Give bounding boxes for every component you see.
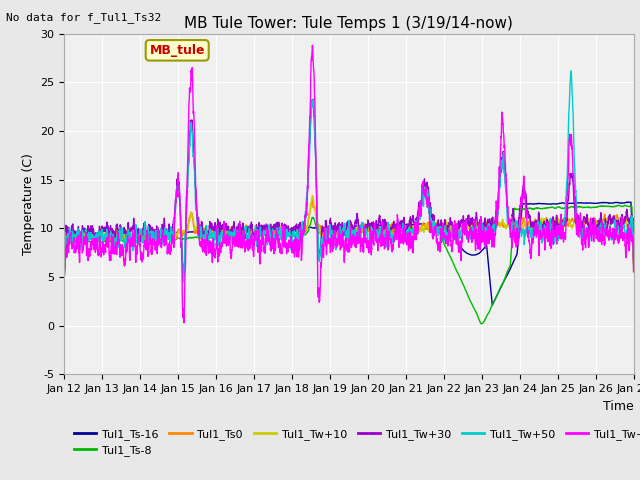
Tul1_Tw+50 — [125, 237, 132, 243]
Tul1_Tw+50 — [557, 220, 565, 226]
Tul1_Ts-8 — [303, 229, 311, 235]
Y-axis label: Temperature (C): Temperature (C) — [22, 153, 35, 255]
Tul1_Ts-8 — [60, 281, 68, 287]
Tul1_Tw+100 — [125, 238, 132, 243]
Line: Tul1_Tw+30: Tul1_Tw+30 — [64, 99, 634, 279]
Tul1_Tw+30 — [60, 275, 68, 281]
Tul1_Tw+50 — [279, 228, 287, 234]
Tul1_Ts0 — [60, 275, 68, 281]
Tul1_Tw+50 — [303, 188, 311, 194]
Line: Tul1_Tw+100: Tul1_Tw+100 — [64, 45, 634, 323]
Title: MB Tule Tower: Tule Temps 1 (3/19/14-now): MB Tule Tower: Tule Temps 1 (3/19/14-now… — [184, 16, 513, 31]
Tul1_Ts-8 — [557, 205, 565, 211]
Tul1_Ts0 — [619, 220, 627, 226]
Tul1_Ts-16 — [159, 230, 166, 236]
Tul1_Ts-8 — [159, 236, 166, 241]
Tul1_Tw+10 — [159, 225, 166, 230]
Tul1_Ts-16 — [625, 199, 632, 205]
Tul1_Tw+100 — [180, 320, 188, 325]
Tul1_Ts-16 — [125, 231, 132, 237]
Tul1_Tw+10 — [125, 228, 132, 234]
Tul1_Tw+100 — [159, 227, 166, 232]
Tul1_Tw+10 — [303, 225, 311, 231]
Tul1_Tw+100 — [308, 42, 316, 48]
Tul1_Ts-8 — [630, 257, 637, 263]
Tul1_Ts-8 — [477, 321, 485, 327]
Tul1_Tw+30 — [279, 226, 287, 231]
Tul1_Tw+30 — [630, 260, 637, 265]
Tul1_Ts-16 — [557, 200, 565, 206]
Tul1_Tw+30 — [619, 219, 627, 225]
Tul1_Tw+30 — [309, 96, 317, 102]
Tul1_Tw+50 — [567, 68, 575, 74]
Tul1_Tw+100 — [557, 231, 565, 237]
Tul1_Tw+50 — [60, 275, 68, 281]
Legend: Tul1_Ts-16, Tul1_Ts-8, Tul1_Ts0, Tul1_Tw+10, Tul1_Tw+30, Tul1_Tw+50, Tul1_Tw+100: Tul1_Ts-16, Tul1_Ts-8, Tul1_Ts0, Tul1_Tw… — [70, 424, 640, 460]
Line: Tul1_Tw+50: Tul1_Tw+50 — [64, 71, 634, 282]
Tul1_Ts-8 — [615, 203, 623, 208]
Tul1_Ts-16 — [630, 257, 637, 263]
Tul1_Tw+10 — [278, 229, 286, 235]
Tul1_Tw+10 — [557, 223, 565, 229]
Tul1_Tw+10 — [630, 262, 637, 268]
Tul1_Tw+10 — [619, 220, 627, 226]
Tul1_Tw+50 — [619, 222, 627, 228]
Tul1_Tw+100 — [619, 236, 627, 242]
Tul1_Tw+100 — [279, 231, 287, 237]
Text: No data for f_Tul1_Ts32: No data for f_Tul1_Ts32 — [6, 12, 162, 23]
Tul1_Tw+30 — [557, 220, 565, 226]
Tul1_Ts0 — [308, 196, 316, 202]
Line: Tul1_Ts-8: Tul1_Ts-8 — [64, 205, 634, 324]
Line: Tul1_Ts-16: Tul1_Ts-16 — [64, 202, 634, 305]
Text: MB_tule: MB_tule — [150, 44, 205, 57]
Tul1_Tw+100 — [303, 196, 311, 202]
Tul1_Tw+100 — [630, 269, 637, 275]
Tul1_Ts-8 — [619, 204, 627, 209]
Tul1_Tw+50 — [159, 228, 166, 234]
Tul1_Tw+50 — [180, 279, 188, 285]
Tul1_Ts-16 — [303, 225, 311, 230]
Tul1_Ts0 — [125, 230, 132, 236]
Tul1_Ts0 — [159, 231, 166, 237]
Tul1_Ts-8 — [278, 233, 286, 239]
Tul1_Tw+30 — [179, 276, 187, 282]
Tul1_Ts-16 — [278, 227, 286, 232]
Tul1_Tw+30 — [125, 230, 132, 236]
Tul1_Tw+10 — [308, 192, 316, 198]
Tul1_Ts-16 — [60, 278, 68, 284]
Tul1_Ts0 — [278, 228, 286, 234]
Tul1_Tw+10 — [60, 278, 68, 284]
Tul1_Ts0 — [630, 268, 637, 274]
Tul1_Ts-8 — [125, 239, 132, 244]
Tul1_Ts-16 — [619, 200, 627, 206]
Tul1_Tw+100 — [60, 278, 68, 284]
Line: Tul1_Ts0: Tul1_Ts0 — [64, 199, 634, 278]
Tul1_Ts0 — [557, 221, 565, 227]
Tul1_Tw+30 — [159, 226, 166, 231]
Tul1_Tw+50 — [630, 260, 637, 266]
Tul1_Ts-16 — [488, 302, 496, 308]
Tul1_Tw+30 — [303, 190, 311, 195]
Line: Tul1_Tw+10: Tul1_Tw+10 — [64, 195, 634, 281]
X-axis label: Time: Time — [603, 400, 634, 413]
Tul1_Ts0 — [303, 224, 311, 229]
